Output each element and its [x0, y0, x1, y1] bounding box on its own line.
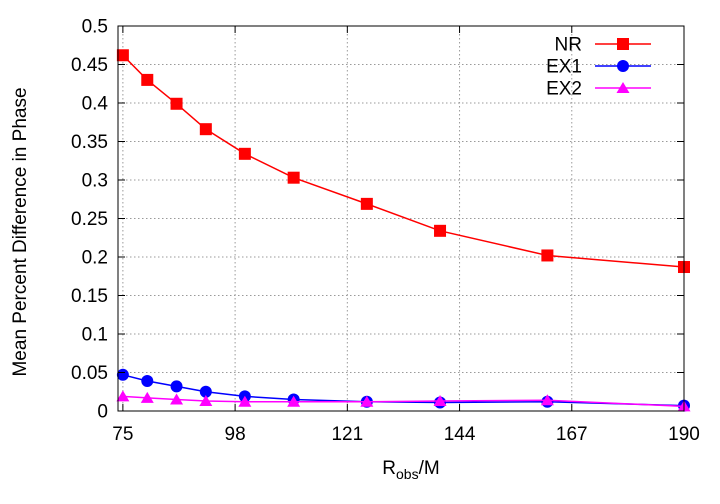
ticks: 0 0.05 0.1 0.15 0.2 0.25 0.3 0.35 0.4 0.45 0.5 75 98… [71, 17, 700, 446]
legend-marker [617, 60, 629, 72]
y-tick-label: 0.25 [71, 209, 108, 230]
y-tick-label: 0.2 [82, 248, 108, 269]
y-tick-label: 0.3 [82, 171, 108, 192]
data-point [287, 395, 301, 407]
data-point [140, 391, 154, 403]
legend-marker [616, 82, 630, 93]
data-point [199, 385, 212, 398]
data-point [238, 395, 252, 407]
series-nr [116, 49, 690, 274]
data-point [434, 224, 447, 237]
y-tick-label: 0.35 [71, 132, 108, 153]
x-tick-label: 121 [331, 424, 363, 445]
y-tick-label: 0.4 [82, 94, 109, 115]
data-point [238, 147, 251, 160]
x-tick-label: 144 [444, 424, 476, 445]
data-point [287, 171, 300, 184]
data-point [141, 73, 154, 86]
y-tick-label: 0.15 [71, 286, 108, 307]
data-point [116, 49, 129, 62]
data-point [141, 374, 154, 387]
x-axis-title-sub: obs [396, 466, 419, 482]
y-tick-label: 0.5 [82, 17, 108, 38]
data-point [170, 97, 183, 110]
series-line [122, 54, 685, 268]
series-line [122, 374, 685, 407]
data-point [170, 380, 183, 393]
y-tick-label: 0.45 [71, 55, 108, 76]
series-line [122, 395, 685, 408]
legend-label: EX2 [546, 79, 582, 100]
data-point [199, 394, 213, 406]
y-tick-label: 0 [97, 402, 108, 423]
data-point [116, 368, 129, 381]
x-tick-label: 190 [668, 424, 700, 445]
legend-marker [617, 38, 629, 50]
data-point [116, 390, 130, 402]
data-point [541, 249, 554, 262]
series-layer [116, 49, 691, 412]
y-tick-label: 0.1 [82, 325, 108, 346]
y-axis-title: Mean Percent Difference in Phase [10, 87, 31, 376]
series-ex2 [116, 390, 691, 412]
x-tick-label: 167 [556, 424, 588, 445]
y-tick-label: 0.05 [71, 363, 108, 384]
x-tick-label: 98 [225, 424, 246, 445]
grid [118, 26, 684, 411]
data-point [540, 394, 554, 406]
x-tick-label: 75 [112, 424, 133, 445]
data-point [199, 123, 212, 136]
legend-label: EX1 [546, 57, 582, 78]
legend-label: NR [555, 35, 582, 56]
data-point [360, 197, 373, 210]
x-axis-title: Robs/M [382, 458, 439, 482]
data-point [433, 394, 447, 406]
x-axis-title-main: R [382, 458, 396, 479]
data-point [360, 395, 374, 407]
data-point [170, 393, 184, 405]
x-axis-title-tail: /M [419, 458, 440, 479]
